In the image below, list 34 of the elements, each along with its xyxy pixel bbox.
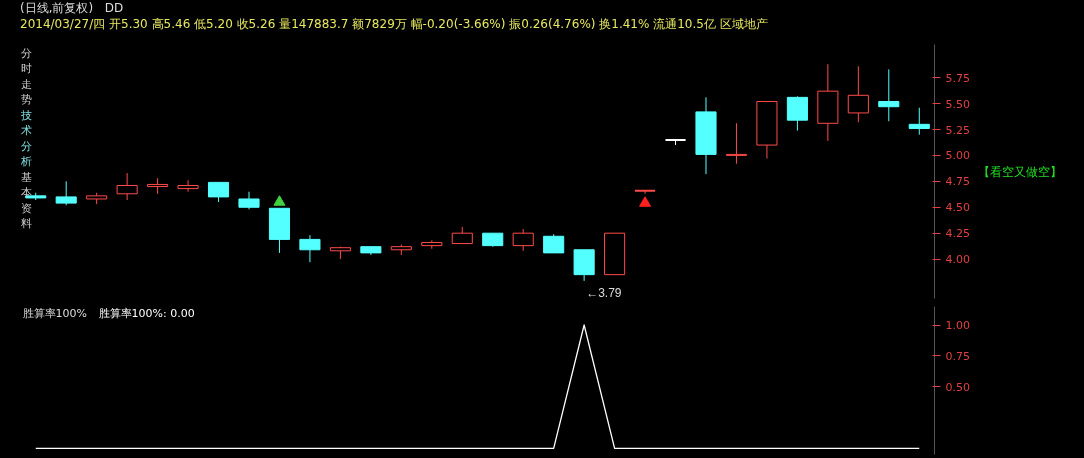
annotation: 分时走势 bbox=[20, 46, 32, 107]
chart-subtitle: 胜算率100%: 0.00 bbox=[98, 306, 195, 320]
annotation: 技术分析 bbox=[19, 108, 32, 169]
candlestick bbox=[543, 233, 565, 254]
candlestick bbox=[786, 95, 808, 132]
y-tick-label: 5.50 bbox=[945, 97, 970, 111]
annotation: ←3.79 bbox=[586, 285, 622, 300]
y-tick-label: 4.75 bbox=[945, 175, 970, 189]
candlestick bbox=[207, 181, 230, 203]
y-tick-label: 0.75 bbox=[945, 349, 970, 363]
candlestick bbox=[116, 172, 138, 201]
y-tick-label: 5.75 bbox=[945, 71, 970, 85]
y-tick-label: 1.00 bbox=[945, 319, 970, 332]
y-tick-label: 5.00 bbox=[945, 149, 970, 163]
candlestick bbox=[177, 179, 199, 193]
text: 2014/03/27/四 开5.30 高5.46 低5.20 收5.26 量147883.7 额7829万 幅-0.20(-3.66%) 振0.26(4.76%) 换1.41% 流通10.5亿 区域地产 bbox=[20, 17, 768, 31]
candlestick bbox=[512, 228, 534, 252]
text: 【看空又做空】 bbox=[977, 164, 1062, 179]
y-tick-label: 4.50 bbox=[945, 201, 970, 215]
y-tick-label: 5.25 bbox=[945, 123, 970, 137]
candlestick bbox=[634, 189, 657, 195]
text: DD bbox=[104, 1, 124, 15]
candlestick bbox=[299, 234, 321, 263]
annotation: 基本资料 bbox=[20, 170, 32, 231]
candlestick bbox=[908, 107, 930, 136]
chart-title: (日线,前复权) bbox=[20, 1, 94, 15]
y-tick-label: 4.25 bbox=[945, 227, 970, 241]
y-tick-label: 0.50 bbox=[945, 380, 970, 394]
candlestick bbox=[55, 180, 77, 206]
y-tick-label: 4.00 bbox=[945, 253, 970, 267]
candlestick bbox=[725, 122, 748, 165]
candlestick bbox=[878, 68, 900, 122]
candlestick bbox=[847, 65, 869, 123]
chart-title: 胜算率100% bbox=[22, 306, 87, 320]
